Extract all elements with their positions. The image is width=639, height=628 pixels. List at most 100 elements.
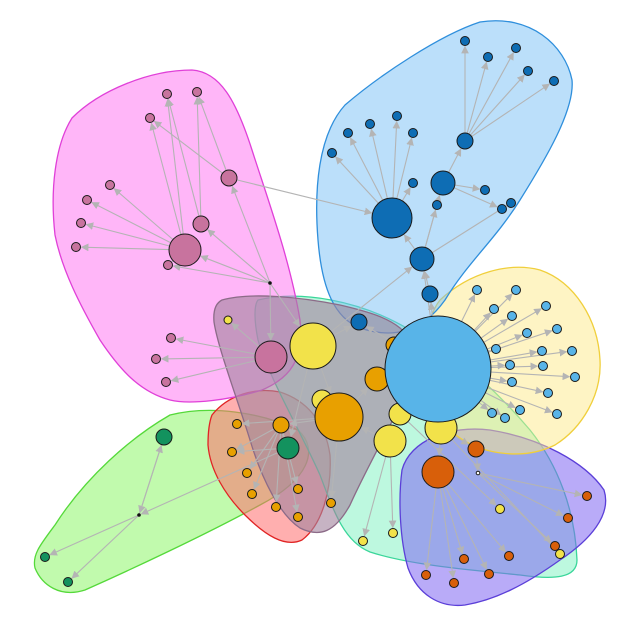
node-blue: [327, 148, 337, 158]
node-red: [271, 502, 281, 512]
edge-g1-h2: [138, 444, 163, 514]
edge-y1-y11: [490, 348, 568, 363]
edge-y1-y3: [473, 312, 491, 331]
node-yellow: [507, 377, 517, 387]
node-pink: [145, 113, 155, 123]
edge-p2-p5: [166, 98, 200, 217]
node-yellow: [515, 405, 525, 415]
edge-y1-y5: [483, 308, 542, 343]
edge-y1-y12: [490, 361, 506, 370]
edge-b2-b19: [453, 187, 498, 208]
node-blue: [421, 285, 439, 303]
node-yellow: [537, 346, 547, 356]
edge-h1-p3: [231, 185, 271, 282]
edge-u1-u9: [442, 487, 465, 555]
node-red: [314, 392, 364, 442]
node-pink: [161, 377, 171, 387]
edge-y1-b5: [427, 302, 436, 317]
node-blue: [409, 246, 435, 272]
edge-p1-p9: [91, 202, 171, 244]
node-yellow: [522, 328, 532, 338]
edge-p3-p7: [153, 120, 223, 174]
node-yellow: [491, 344, 501, 354]
edge-m5-u2: [454, 435, 469, 445]
node-mauve: [223, 315, 233, 325]
node-teal: [495, 504, 505, 514]
edge-u1-u10: [439, 487, 457, 579]
branch-point: [268, 281, 272, 285]
node-yellow: [570, 372, 580, 382]
edge-h1-m1: [270, 283, 300, 327]
edge-p1-p8: [113, 188, 174, 240]
edge-y1-y18: [487, 387, 553, 414]
node-pink: [76, 218, 86, 228]
edge-p4-p15: [170, 360, 256, 383]
edge-y1-y19: [478, 402, 489, 410]
node-yellow: [511, 285, 521, 295]
edge-b1-b13: [369, 128, 388, 199]
node-blue: [497, 204, 507, 214]
node-pink: [163, 260, 173, 270]
edge-y1-y10: [490, 349, 538, 361]
node-blue: [460, 36, 470, 46]
edge-b1-b14: [392, 120, 401, 199]
node-purple: [459, 554, 469, 564]
node-yellow: [552, 409, 562, 419]
node-yellow: [567, 346, 577, 356]
node-pink: [166, 333, 176, 343]
node-pink: [162, 89, 172, 99]
edge-p1-p7: [149, 122, 182, 235]
node-blue: [523, 66, 533, 76]
node-yellow: [541, 301, 551, 311]
node-red: [293, 512, 303, 522]
edge-m4-t2: [388, 456, 397, 529]
edge-b3-b8: [466, 61, 489, 134]
cluster-hull-purple: [399, 428, 607, 607]
edge-y1-y2: [461, 294, 476, 322]
edge-h1-p1: [200, 255, 269, 284]
node-blue: [549, 76, 559, 86]
node-purple: [449, 578, 459, 588]
edge-b1-b15: [335, 156, 379, 204]
node-yellow: [507, 311, 517, 321]
edge-u1-u7: [447, 483, 506, 553]
edge-h1-p2: [207, 229, 270, 283]
node-pink: [192, 215, 210, 233]
edge-h3-u6: [478, 473, 552, 543]
node-blue: [432, 200, 442, 210]
node-pink: [151, 354, 161, 364]
edge-p4-p14: [160, 354, 256, 363]
node-yellow: [489, 304, 499, 314]
node-pink: [168, 233, 202, 267]
node-pink: [71, 242, 81, 252]
node-teal: [358, 536, 368, 546]
edge-p4-p13: [175, 336, 256, 355]
edge-m1-b4: [330, 266, 413, 333]
node-red: [227, 447, 237, 457]
node-purple: [504, 551, 514, 561]
edge-b3-b9: [468, 52, 514, 135]
node-blue: [480, 185, 490, 195]
edge-p4-m6: [231, 322, 260, 348]
edge-h3-u5: [479, 473, 564, 516]
node-red: [242, 468, 252, 478]
edge-g2-h2: [140, 451, 279, 515]
edge-m1-o1: [320, 367, 332, 395]
edges: [49, 45, 583, 579]
edge-m1-b6: [333, 325, 352, 336]
node-blue: [511, 43, 521, 53]
node-yellow: [538, 361, 548, 371]
edge-m5-u1: [435, 443, 444, 456]
node-pink: [192, 87, 202, 97]
edge-u1-u8: [444, 486, 487, 570]
node-blue: [350, 313, 368, 331]
edge-b1-b12: [350, 137, 384, 201]
edge-u1-u11: [423, 487, 437, 571]
node-blue: [408, 128, 418, 138]
node-yellow: [487, 408, 497, 418]
node-mauve: [373, 424, 407, 458]
node-blue: [371, 197, 413, 239]
edge-p3-b1: [236, 179, 373, 216]
edge-h3-u4: [479, 472, 583, 498]
edge-p2-p6: [193, 96, 202, 217]
